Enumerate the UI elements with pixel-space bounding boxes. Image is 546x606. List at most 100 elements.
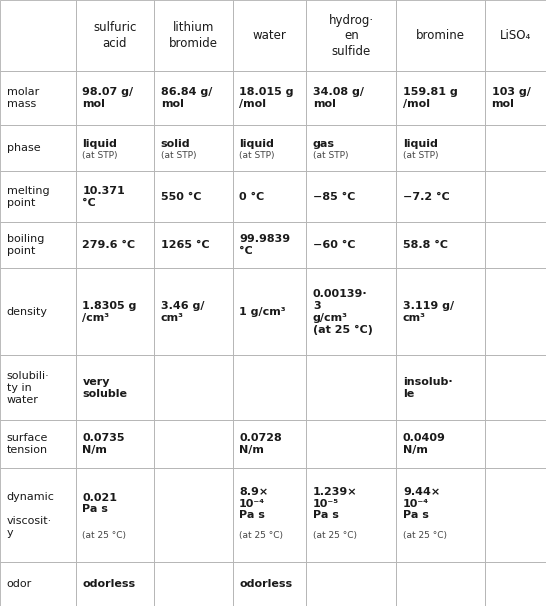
Bar (485, 562, 546, 606)
Bar (0, 468, 76, 562)
Text: −60 °C: −60 °C (313, 240, 355, 250)
Text: (at STP): (at STP) (239, 151, 275, 160)
Bar (396, 420, 485, 468)
Bar (396, 125, 485, 171)
Text: 34.08 g/
mol: 34.08 g/ mol (313, 87, 364, 109)
Bar (76, 222, 154, 268)
Text: sulfuric
acid: sulfuric acid (93, 21, 136, 50)
Text: water: water (253, 29, 287, 42)
Text: 3.119 g/
cm³: 3.119 g/ cm³ (403, 301, 454, 323)
Bar (396, 71, 485, 125)
Bar (76, 71, 154, 125)
Text: 18.015 g
/mol: 18.015 g /mol (239, 87, 294, 109)
Text: 1.8305 g
/cm³: 1.8305 g /cm³ (82, 301, 136, 323)
Bar (154, 468, 233, 562)
Text: liquid: liquid (82, 139, 117, 149)
Bar (76, 268, 154, 355)
Text: 103 g/
mol: 103 g/ mol (491, 87, 530, 109)
Text: LiSO₄: LiSO₄ (500, 29, 531, 42)
Text: phase: phase (7, 143, 40, 153)
Text: odor: odor (7, 579, 32, 589)
Text: insolub·
le: insolub· le (403, 377, 453, 399)
Text: liquid: liquid (239, 139, 274, 149)
Text: 10.371
°C: 10.371 °C (82, 185, 125, 208)
Text: hydrog·
en
sulfide: hydrog· en sulfide (329, 13, 374, 58)
Bar (154, 268, 233, 355)
Bar (306, 171, 396, 222)
Bar (233, 562, 306, 606)
Bar (0, 0, 76, 71)
Text: 1.239×
10⁻⁵
Pa s: 1.239× 10⁻⁵ Pa s (313, 487, 358, 520)
Text: (at STP): (at STP) (161, 151, 196, 160)
Bar (154, 562, 233, 606)
Bar (233, 468, 306, 562)
Bar (233, 71, 306, 125)
Bar (233, 0, 306, 71)
Text: (at STP): (at STP) (313, 151, 348, 160)
Text: 159.81 g
/mol: 159.81 g /mol (403, 87, 458, 109)
Bar (233, 355, 306, 420)
Text: 98.07 g/
mol: 98.07 g/ mol (82, 87, 133, 109)
Text: (at 25 °C): (at 25 °C) (82, 531, 126, 540)
Bar (306, 0, 396, 71)
Text: surface
tension: surface tension (7, 433, 48, 455)
Bar (154, 420, 233, 468)
Bar (485, 125, 546, 171)
Bar (76, 420, 154, 468)
Bar (485, 420, 546, 468)
Bar (233, 222, 306, 268)
Text: lithium
bromide: lithium bromide (169, 21, 218, 50)
Text: 279.6 °C: 279.6 °C (82, 240, 135, 250)
Bar (0, 222, 76, 268)
Bar (306, 468, 396, 562)
Text: 86.84 g/
mol: 86.84 g/ mol (161, 87, 212, 109)
Bar (0, 71, 76, 125)
Bar (0, 268, 76, 355)
Bar (396, 171, 485, 222)
Bar (154, 222, 233, 268)
Text: −7.2 °C: −7.2 °C (403, 191, 450, 202)
Text: (at STP): (at STP) (403, 151, 438, 160)
Bar (0, 562, 76, 606)
Bar (485, 355, 546, 420)
Bar (76, 0, 154, 71)
Text: 58.8 °C: 58.8 °C (403, 240, 448, 250)
Text: bromine: bromine (416, 29, 465, 42)
Text: boiling
point: boiling point (7, 235, 44, 256)
Text: density: density (7, 307, 48, 317)
Text: 1 g/cm³: 1 g/cm³ (239, 307, 286, 317)
Bar (233, 171, 306, 222)
Text: 0.00139·
3
g/cm³
(at 25 °C): 0.00139· 3 g/cm³ (at 25 °C) (313, 288, 373, 335)
Bar (306, 222, 396, 268)
Text: 8.9×
10⁻⁴
Pa s: 8.9× 10⁻⁴ Pa s (239, 487, 268, 520)
Bar (0, 355, 76, 420)
Text: molar
mass: molar mass (7, 87, 39, 109)
Bar (76, 562, 154, 606)
Bar (485, 171, 546, 222)
Bar (154, 0, 233, 71)
Bar (306, 562, 396, 606)
Text: 0.0728
N/m: 0.0728 N/m (239, 433, 282, 455)
Bar (76, 468, 154, 562)
Bar (306, 71, 396, 125)
Bar (396, 355, 485, 420)
Text: 0.0735
N/m: 0.0735 N/m (82, 433, 125, 455)
Bar (0, 420, 76, 468)
Text: −85 °C: −85 °C (313, 191, 355, 202)
Bar (233, 125, 306, 171)
Text: gas: gas (313, 139, 335, 149)
Bar (0, 171, 76, 222)
Bar (154, 71, 233, 125)
Bar (396, 268, 485, 355)
Bar (396, 468, 485, 562)
Text: (at STP): (at STP) (82, 151, 118, 160)
Text: solubili·
ty in
water: solubili· ty in water (7, 371, 49, 405)
Bar (76, 355, 154, 420)
Text: liquid: liquid (403, 139, 438, 149)
Bar (154, 355, 233, 420)
Bar (485, 268, 546, 355)
Text: odorless: odorless (239, 579, 292, 589)
Text: (at 25 °C): (at 25 °C) (403, 531, 447, 540)
Text: (at 25 °C): (at 25 °C) (239, 531, 283, 540)
Bar (233, 420, 306, 468)
